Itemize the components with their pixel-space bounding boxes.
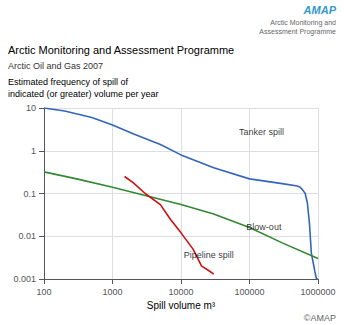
svg-text:10: 10	[26, 103, 36, 113]
svg-text:1000: 1000	[102, 287, 122, 297]
svg-text:100: 100	[36, 287, 51, 297]
svg-text:Arctic Monitoring and Assessme: Arctic Monitoring and Assessment Program…	[8, 44, 234, 56]
svg-text:Arctic Oil and Gas 2007: Arctic Oil and Gas 2007	[8, 61, 103, 71]
svg-text:0.1: 0.1	[23, 189, 36, 199]
svg-text:indicated (or greater) volume: indicated (or greater) volume per year	[8, 89, 159, 99]
svg-text:Arctic Monitoring and: Arctic Monitoring and	[270, 19, 336, 27]
svg-text:1000000: 1000000	[300, 287, 335, 297]
svg-text:Estimated frequency of spill o: Estimated frequency of spill of	[8, 77, 129, 87]
svg-text:Spill volume m³: Spill volume m³	[147, 300, 216, 311]
svg-text:Pipeline spill: Pipeline spill	[184, 250, 234, 260]
svg-text:Assessment Programme: Assessment Programme	[259, 28, 336, 36]
svg-text:100000: 100000	[234, 287, 264, 297]
svg-text:Blow-out: Blow-out	[246, 222, 282, 232]
svg-text:AMAP: AMAP	[303, 4, 337, 16]
svg-text:0.001: 0.001	[13, 274, 36, 284]
svg-text:10000: 10000	[168, 287, 193, 297]
svg-text:©AMAP: ©AMAP	[304, 313, 336, 323]
svg-text:1: 1	[31, 146, 36, 156]
svg-text:Tanker spill: Tanker spill	[239, 127, 284, 137]
svg-text:0.01: 0.01	[18, 231, 36, 241]
